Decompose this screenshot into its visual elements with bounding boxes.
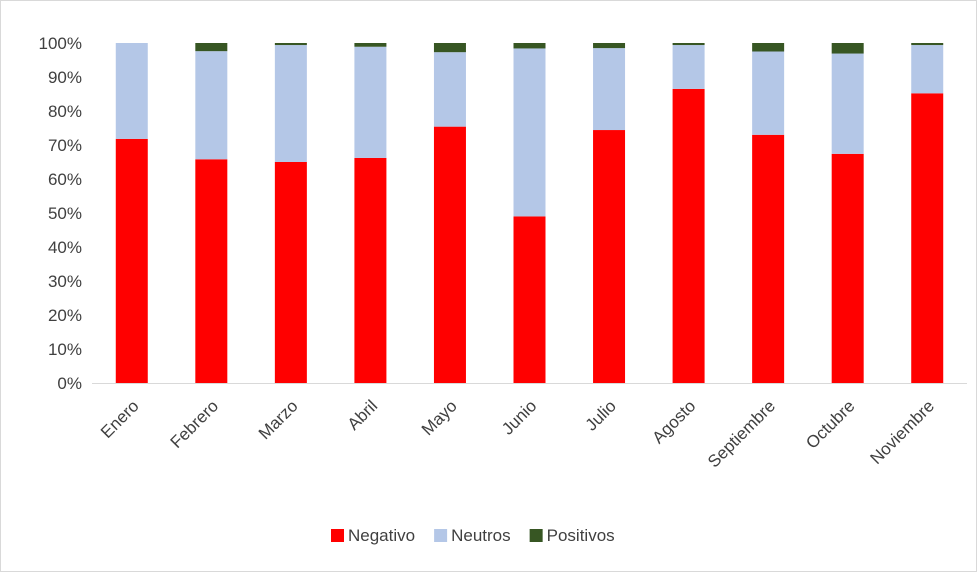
bar-segment-neutros — [672, 45, 705, 89]
bar-segment-neutros — [274, 45, 307, 162]
bar-segment-positivos — [593, 43, 626, 49]
y-axis: 0% 10% 20% 30% 40% 50% 60% 70% 80% 90% 100% — [39, 34, 82, 393]
bar-segment-positivos — [672, 43, 705, 46]
x-tick-label: Agosto — [649, 396, 700, 447]
legend-item-positivos: Positivos — [529, 526, 615, 545]
bar-segment-positivos — [513, 43, 546, 49]
y-tick-label: 0% — [57, 374, 82, 393]
y-tick-label: 60% — [48, 170, 82, 189]
legend: Negativo Neutros Positivos — [331, 526, 615, 545]
bar-segment-neutros — [513, 48, 546, 217]
y-tick-label: 40% — [48, 238, 82, 257]
legend-swatch — [434, 529, 448, 542]
x-tick-label: Julio — [582, 396, 620, 434]
x-tick-label: Junio — [498, 396, 540, 438]
bar-segment-negativo — [433, 126, 466, 383]
bar-segment-neutros — [831, 53, 864, 154]
bar-segment-negativo — [513, 216, 546, 383]
bar-segment-neutros — [195, 51, 228, 160]
bar-segment-neutros — [354, 46, 387, 158]
x-tick-label: Septiembre — [704, 396, 779, 471]
legend-swatch — [529, 529, 543, 542]
y-tick-label: 20% — [48, 306, 82, 325]
bar-segment-negativo — [593, 130, 626, 383]
bar-segment-positivos — [274, 43, 307, 46]
y-tick-label: 70% — [48, 136, 82, 155]
bar-segment-positivos — [433, 43, 466, 53]
y-tick-label: 50% — [48, 204, 82, 223]
y-tick-label: 30% — [48, 272, 82, 291]
bar-segment-negativo — [195, 159, 228, 383]
y-tick-label: 80% — [48, 102, 82, 121]
x-tick-label: Enero — [97, 396, 143, 442]
legend-swatch — [331, 529, 344, 542]
bar-segment-negativo — [831, 153, 864, 383]
x-tick-label: Abril — [344, 396, 381, 433]
legend-item-negativo: Negativo — [331, 526, 415, 545]
bar-segment-neutros — [433, 52, 466, 127]
bar-segment-negativo — [354, 157, 387, 383]
x-tick-label: Febrero — [167, 396, 223, 452]
legend-item-neutros: Neutros — [434, 526, 511, 545]
legend-label: Neutros — [451, 526, 511, 545]
bar-segment-neutros — [593, 48, 626, 131]
bar-segment-positivos — [752, 43, 785, 52]
bar-segment-positivos — [911, 43, 944, 46]
y-tick-label: 90% — [48, 68, 82, 87]
x-tick-label: Octubre — [802, 396, 858, 452]
bar-segment-negativo — [672, 88, 705, 384]
bar-segment-negativo — [752, 134, 785, 383]
x-tick-label: Marzo — [255, 396, 302, 443]
bar-segment-neutros — [911, 45, 944, 94]
bars — [115, 43, 944, 384]
y-tick-label: 100% — [39, 34, 82, 53]
bar-segment-positivos — [831, 43, 864, 54]
bar-segment-positivos — [354, 43, 387, 47]
legend-label: Positivos — [547, 526, 615, 545]
x-axis-labels: Enero Febrero Marzo Abril Mayo Junio Julio Agos… — [97, 396, 938, 471]
x-tick-label: Noviembre — [866, 396, 938, 468]
bar-segment-neutros — [752, 51, 785, 135]
bar-segment-negativo — [911, 93, 944, 383]
bar-segment-negativo — [274, 162, 307, 383]
bar-segment-positivos — [195, 43, 228, 52]
x-tick-label: Mayo — [418, 396, 461, 439]
bar-segment-neutros — [115, 43, 148, 139]
bar-segment-negativo — [115, 138, 148, 383]
y-tick-label: 10% — [48, 340, 82, 359]
legend-label: Negativo — [348, 526, 415, 545]
